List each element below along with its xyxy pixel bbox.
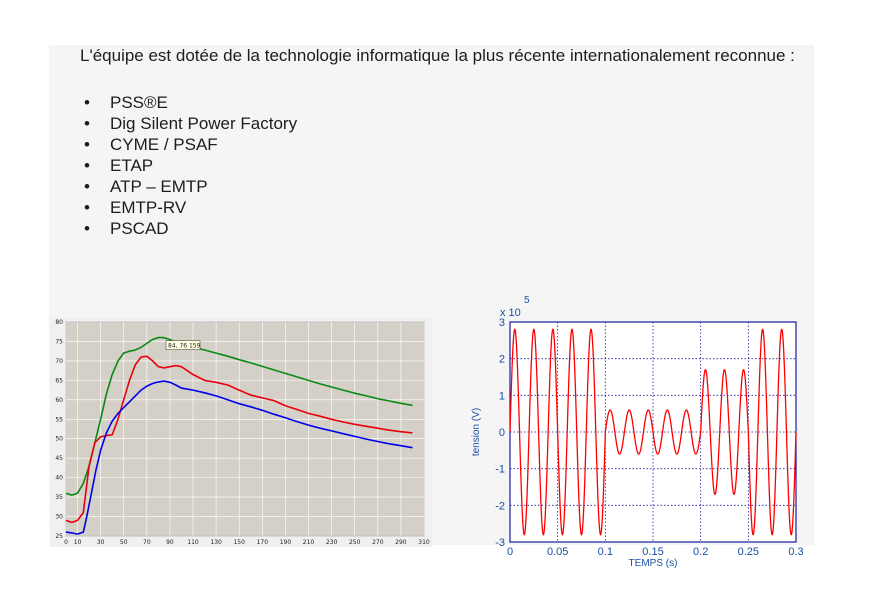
y-tick-label: -1: [495, 464, 505, 476]
x-tick-label: 230: [326, 539, 338, 546]
series-line-1: [65, 355, 413, 524]
right-waveform-chart: 0 0.05 0.1 0.15 0.2 0.25 0.3 3 2 1 0 -1 -2 -3 x 105 TEM…: [471, 295, 804, 569]
x-tick-label: 0.3: [788, 546, 803, 558]
y-tick-label: 3: [499, 317, 505, 329]
x-tick-label: 0: [507, 546, 513, 558]
bullet-icon: •: [84, 93, 90, 112]
y-tick-label: 75: [55, 338, 63, 345]
bullet-icon: •: [84, 156, 90, 175]
x-tick-label: 290: [395, 539, 407, 546]
x-tick-label: 270: [372, 539, 384, 546]
x-tick-label: 110: [187, 539, 199, 546]
x-axis-label: TEMPS (s): [629, 558, 678, 569]
list-item-label: Dig Silent Power Factory: [110, 114, 298, 133]
y-tick-label: 55: [55, 416, 63, 423]
list-item: • CYME / PSAF: [80, 134, 297, 155]
x-tick-label: 0.2: [693, 546, 708, 558]
left-line-chart: 0 10 30 50 70 90 110 130 150 170 190 210 230 250 270 29…: [50, 318, 432, 547]
x-tick-label: 310: [418, 539, 430, 546]
y-axis-label: tension (V): [471, 408, 482, 456]
x-tick-label: 90: [166, 539, 174, 546]
bullet-icon: •: [84, 219, 90, 238]
list-item-label: PSCAD: [110, 219, 169, 238]
y-tick-label: 0: [499, 427, 505, 439]
x-tick-label: 0.15: [642, 546, 663, 558]
x-tick-label: 190: [280, 539, 292, 546]
x-tick-label: 170: [257, 539, 269, 546]
tooltip-box: [165, 340, 201, 350]
series-line-2: [65, 380, 413, 535]
list-item: • Dig Silent Power Factory: [80, 113, 297, 134]
plot-area: [65, 321, 425, 537]
y-tick-label: 65: [55, 377, 63, 384]
list-item-label: CYME / PSAF: [110, 135, 218, 154]
list-item: • PSS®E: [80, 92, 297, 113]
x-tick-label: 0.25: [738, 546, 759, 558]
x-tick-label: 0.05: [547, 546, 568, 558]
list-item: • ETAP: [80, 155, 297, 176]
bullet-icon: •: [84, 114, 90, 133]
y-tick-label: -3: [495, 537, 505, 549]
y-tick-label: 45: [55, 455, 63, 462]
x-tick-label: 0.1: [598, 546, 613, 558]
list-item-label: PSS®E: [110, 93, 168, 112]
x-tick-label: 130: [210, 539, 222, 546]
list-item: • EMTP-RV: [80, 197, 297, 218]
x-tick-label: 0: [64, 539, 68, 546]
x-tick-label: 210: [303, 539, 315, 546]
x-tick-label: 10: [74, 539, 82, 546]
y-tick-label: 70: [55, 358, 63, 365]
y-tick-label: -2: [495, 500, 505, 512]
y-tick-label: 60: [55, 397, 63, 404]
x-tick-label: 250: [349, 539, 361, 546]
y-tick-label: 25: [55, 533, 63, 540]
x-tick-label: 70: [143, 539, 151, 546]
list-item-label: EMTP-RV: [110, 198, 187, 217]
list-item: • PSCAD: [80, 218, 297, 239]
bullet-icon: •: [84, 177, 90, 196]
y-tick-label: 2: [499, 354, 505, 366]
list-item-label: ATP – EMTP: [110, 177, 208, 196]
bullet-icon: •: [84, 198, 90, 217]
tooltip-text: 84, 76 159: [168, 343, 201, 350]
exponent-power: 5: [524, 295, 530, 306]
list-item: • ATP – EMTP: [80, 176, 297, 197]
software-list: • PSS®E • Dig Silent Power Factory • CYME /…: [80, 92, 297, 239]
y-tick-label: 1: [499, 390, 505, 402]
list-item-label: ETAP: [110, 156, 154, 175]
y-tick-label: 30: [55, 514, 63, 521]
y-tick-label: 35: [55, 494, 63, 501]
bullet-icon: •: [84, 135, 90, 154]
x-tick-label: 150: [233, 539, 245, 546]
exponent-label: x 10: [500, 307, 521, 319]
y-tick-label: 40: [55, 475, 63, 482]
intro-paragraph: L'équipe est dotée de la technologie inf…: [80, 46, 795, 65]
waveform-line: [509, 328, 797, 536]
x-tick-label: 30: [97, 539, 105, 546]
y-tick-label: 80: [55, 319, 63, 326]
x-tick-label: 50: [120, 539, 128, 546]
y-tick-label: 50: [55, 436, 63, 443]
